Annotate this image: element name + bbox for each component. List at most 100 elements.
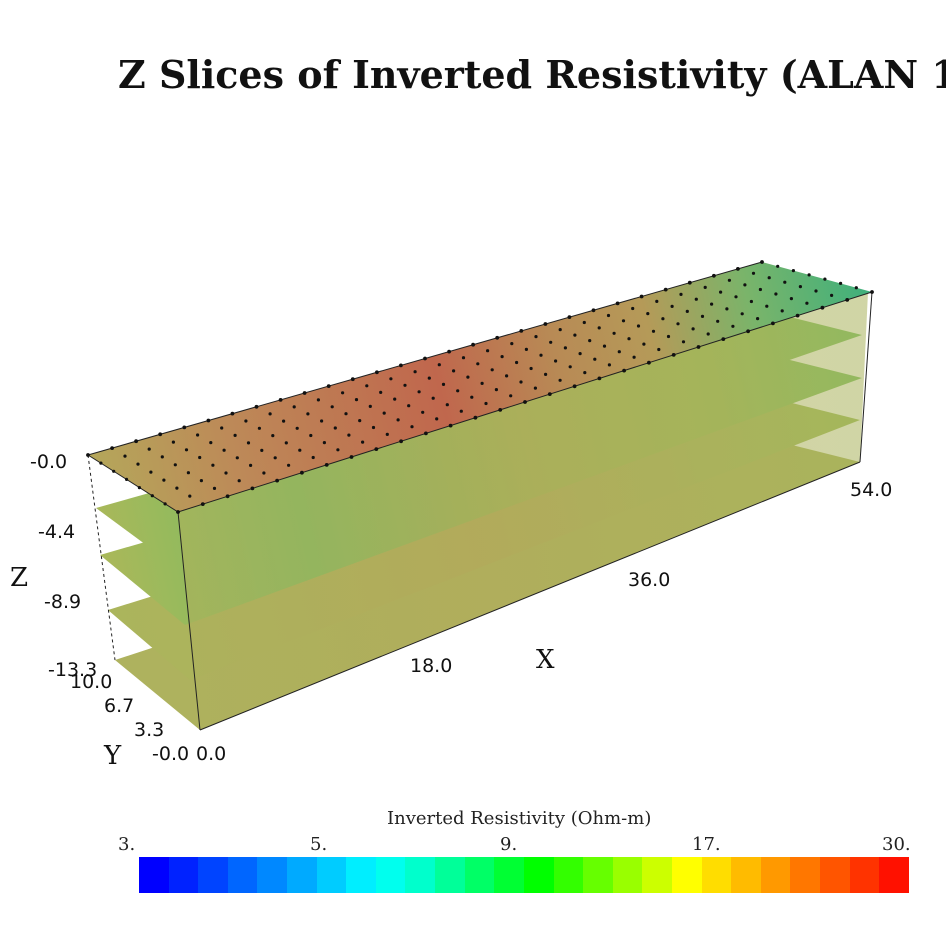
electrode-dot xyxy=(567,315,572,319)
electrode-dot xyxy=(671,353,676,357)
electrode-dot xyxy=(583,371,587,375)
electrode-dot xyxy=(382,411,386,415)
electrode-dot xyxy=(257,426,261,430)
electrode-dot xyxy=(225,494,230,499)
electrode-dot xyxy=(767,276,771,280)
electrode-dot xyxy=(365,384,369,388)
electrode-dot xyxy=(780,309,784,313)
electrode-dot xyxy=(676,322,680,326)
electrode-dot xyxy=(696,345,701,349)
electrode-dot xyxy=(731,324,735,328)
electrode-dot xyxy=(427,376,431,380)
electrode-dot xyxy=(588,339,592,343)
electrode-dot xyxy=(771,321,775,326)
electrode-dot xyxy=(710,302,714,306)
electrode-dot xyxy=(123,454,127,458)
colorbar-swatch xyxy=(701,857,732,893)
electrode-dot xyxy=(749,299,754,304)
electrode-dot xyxy=(814,289,818,293)
electrode-dot xyxy=(250,486,255,491)
electrode-dot xyxy=(727,278,732,282)
electrode-dot xyxy=(632,355,636,359)
electrode-dot xyxy=(758,287,763,292)
electrode-dot xyxy=(324,463,329,467)
electrode-dot xyxy=(647,360,651,365)
electrode-dot xyxy=(473,415,478,420)
electrode-dot xyxy=(597,376,602,381)
electrode-dot xyxy=(452,369,456,373)
electrode-dot xyxy=(621,319,626,323)
electrode-dot xyxy=(679,292,683,296)
colorbar-swatch xyxy=(198,857,228,893)
electrode-dot xyxy=(413,370,417,374)
electrode-dot xyxy=(448,423,453,428)
electrode-dot xyxy=(839,281,843,285)
electrode-dot xyxy=(615,301,620,306)
electrode-dot xyxy=(309,433,313,438)
electrode-dot xyxy=(222,448,226,452)
electrode-dot xyxy=(666,334,671,339)
electrode-dot xyxy=(125,477,129,481)
electrode-dot xyxy=(275,478,279,483)
electrode-dot xyxy=(795,313,800,318)
electrode-dot xyxy=(494,388,498,392)
electrode-dot xyxy=(320,419,324,423)
electrode-dot xyxy=(173,463,177,467)
electrode-dot xyxy=(691,327,695,331)
x-tick-0: 18.0 xyxy=(410,655,452,677)
colorbar-swatch xyxy=(583,857,613,893)
colorbar-tick-3: 17. xyxy=(692,834,721,855)
electrode-dot xyxy=(617,350,621,354)
x-axis-label: X xyxy=(536,645,555,675)
electrode-dot xyxy=(687,280,692,285)
electrode-dot xyxy=(163,502,167,506)
electrode-dot xyxy=(246,441,251,445)
electrode-dot xyxy=(421,410,425,414)
electrode-dot xyxy=(282,419,286,423)
electrode-dot xyxy=(136,462,140,466)
electrode-dot xyxy=(639,294,644,299)
electrode-dot xyxy=(260,448,264,452)
electrode-dot xyxy=(322,441,326,445)
electrode-dot xyxy=(407,404,411,408)
electrode-dot xyxy=(244,419,248,423)
electrode-dot xyxy=(578,352,582,356)
electrode-dot xyxy=(549,340,553,344)
electrode-dot xyxy=(484,401,488,406)
electrode-dot xyxy=(783,280,787,284)
electrode-dot xyxy=(685,309,689,313)
electrode-dot xyxy=(558,328,562,332)
electrode-dot xyxy=(333,426,337,430)
colorbar-swatch xyxy=(168,857,199,893)
colorbar-tick-4: 30. xyxy=(882,834,911,855)
electrode-dot xyxy=(374,447,379,451)
electrode-dot xyxy=(254,404,259,409)
electrode-dot xyxy=(657,347,661,352)
electrode-dot xyxy=(220,426,224,430)
electrode-dot xyxy=(681,340,686,344)
electrode-dot xyxy=(447,349,451,354)
electrode-dot xyxy=(823,277,827,281)
electrode-dot xyxy=(519,329,524,333)
electrode-dot xyxy=(196,433,200,437)
electrode-dot xyxy=(399,439,403,444)
electrode-dot xyxy=(147,447,151,451)
electrode-dot xyxy=(273,456,277,460)
colorbar-swatch xyxy=(612,857,643,893)
electrode-dot xyxy=(591,308,596,313)
electrode-dot xyxy=(262,471,266,475)
electrode-dot xyxy=(344,412,348,416)
colorbar-swatch xyxy=(139,857,169,893)
electrode-dot xyxy=(743,283,747,287)
electrode-dot xyxy=(278,398,283,402)
electrode-dot xyxy=(158,432,163,437)
colorbar-tick-0: 3. xyxy=(118,834,136,855)
electrode-dot xyxy=(287,463,291,467)
electrode-dot xyxy=(573,333,577,337)
electrode-dot xyxy=(461,356,466,360)
electrode-dot xyxy=(776,264,780,268)
electrode-dot xyxy=(435,417,439,421)
electrode-dot xyxy=(774,292,778,296)
electrode-dot xyxy=(235,456,239,460)
electrode-dot xyxy=(385,432,389,436)
